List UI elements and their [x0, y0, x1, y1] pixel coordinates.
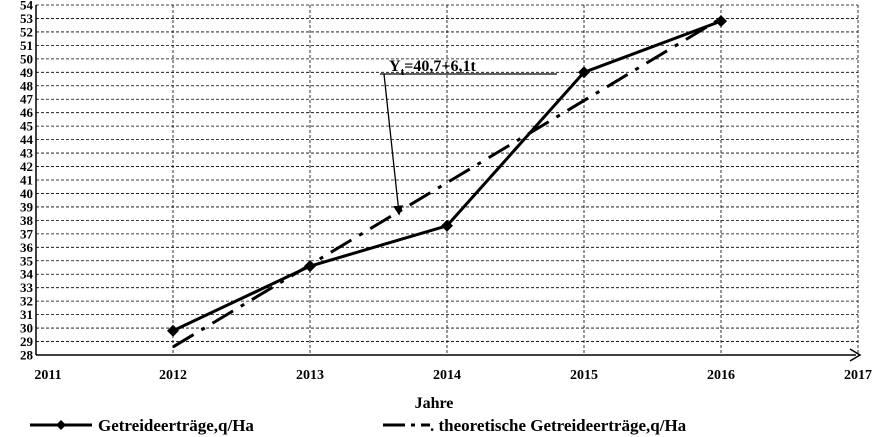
y-tick-label: 52	[20, 24, 33, 39]
legend-label-actual: Getreideerträge,q/Ha	[98, 416, 254, 435]
y-tick-label: 51	[20, 38, 33, 53]
x-tick-labels: 2011 2012 2013 2014 2015 2016 2017	[34, 368, 872, 383]
legend-label-theoretical: . theoretische Getreideerträge,q/Ha	[430, 416, 687, 435]
y-tick-label: 53	[20, 11, 34, 26]
data-point-marker	[441, 219, 453, 232]
y-tick-label: 39	[20, 199, 34, 214]
y-tick-label: 48	[20, 78, 34, 93]
equation-subscript: t	[401, 66, 405, 78]
y-tick-label: 50	[20, 51, 33, 66]
y-tick-label: 42	[20, 159, 33, 174]
x-tick-label: 2014	[433, 368, 461, 383]
y-tick-label: 36	[20, 240, 34, 255]
equation-label: Yt=40,7+6,1t	[389, 58, 476, 78]
y-tick-label: 47	[20, 92, 34, 107]
y-tick-label: 40	[20, 186, 33, 201]
data-point-marker	[167, 324, 179, 337]
y-tick-label: 30	[20, 321, 33, 336]
y-tick-label: 54	[20, 0, 34, 13]
y-tick-label: 49	[20, 65, 34, 80]
x-tick-label: 2017	[844, 368, 872, 383]
grid	[36, 4, 859, 355]
equation-arrow	[383, 73, 404, 216]
series-group	[167, 15, 727, 349]
data-point-marker	[715, 15, 727, 28]
y-tick-label: 33	[20, 280, 34, 295]
y-tick-label: 35	[20, 253, 34, 268]
x-axis-arrow	[849, 348, 862, 362]
x-tick-label: 2013	[296, 368, 324, 383]
y-tick-label: 29	[20, 334, 34, 349]
series-line-1	[172, 17, 722, 349]
x-tick-label: 2011	[34, 368, 61, 383]
y-tick-label: 41	[20, 173, 33, 188]
y-tick-label: 46	[20, 105, 34, 120]
legend: Getreideerträge,q/Ha . theoretische Getr…	[30, 416, 687, 435]
y-tick-label: 31	[20, 307, 33, 322]
y-tick-label: 28	[20, 348, 34, 363]
y-tick-label: 37	[20, 226, 34, 241]
equation-annotation: Yt=40,7+6,1t	[380, 58, 557, 216]
y-tick-label: 34	[20, 267, 34, 282]
legend-marker-actual	[56, 420, 66, 430]
x-axis-label: Jahre	[415, 395, 454, 412]
x-tick-label: 2012	[159, 368, 187, 383]
equation-prefix: Y	[389, 58, 401, 75]
y-tick-label: 45	[20, 119, 34, 134]
y-tick-label: 44	[20, 132, 34, 147]
y-tick-label: 32	[20, 294, 33, 309]
y-tick-label: 38	[20, 213, 34, 228]
data-point-marker	[578, 66, 590, 79]
x-tick-label: 2015	[570, 368, 598, 383]
equation-rest: =40,7+6,1t	[404, 58, 476, 75]
y-tick-labels: 2829303132333435363738394041424344454647…	[20, 0, 34, 363]
y-tick-label: 43	[20, 146, 34, 161]
axes	[35, 5, 862, 362]
x-tick-label: 2016	[707, 368, 735, 383]
